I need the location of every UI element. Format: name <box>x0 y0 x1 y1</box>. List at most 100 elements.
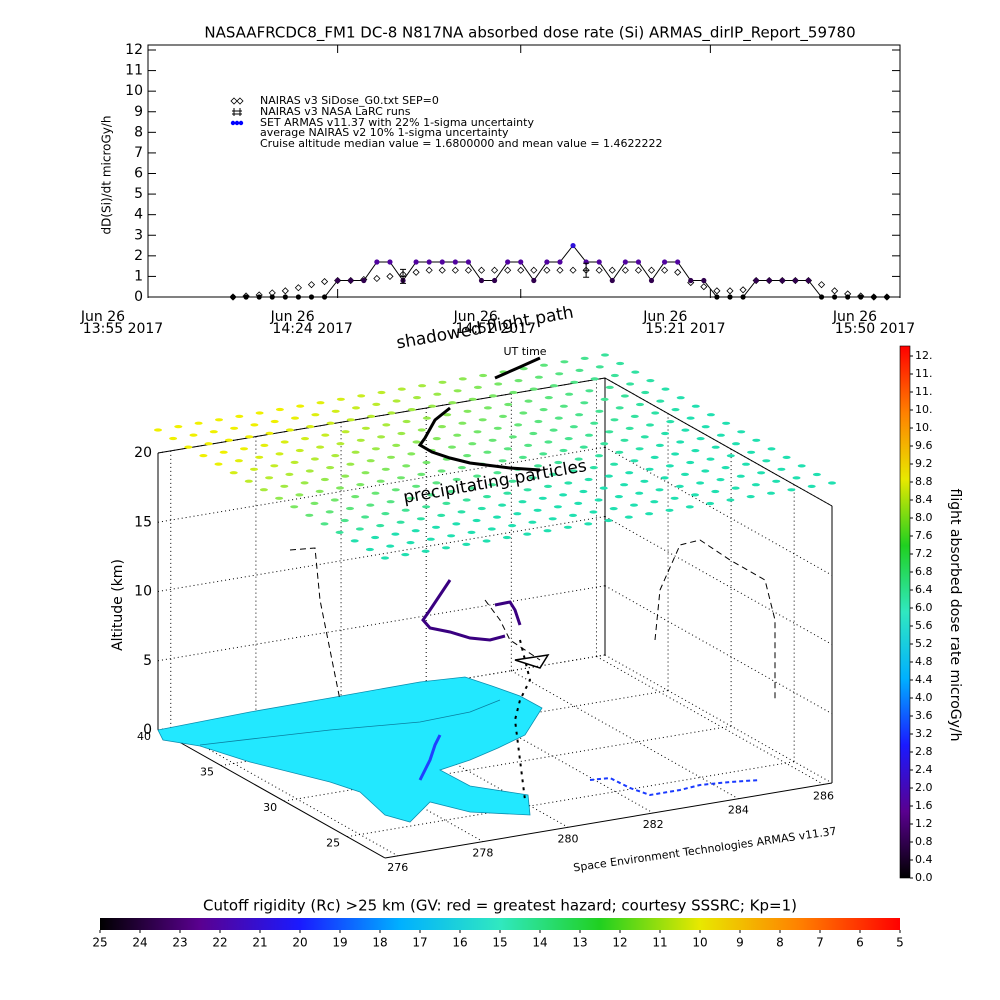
colorbar-tick-label: 2.8 <box>915 745 933 758</box>
particle-marker <box>422 505 431 509</box>
particle-marker <box>301 437 309 441</box>
particle-marker <box>540 363 548 367</box>
particle-marker <box>275 452 284 456</box>
particle-marker <box>478 418 487 422</box>
diamond-marker <box>674 268 682 276</box>
particle-marker <box>508 524 517 528</box>
particle-marker <box>595 454 603 458</box>
particle-marker <box>280 484 289 488</box>
data-point <box>308 294 315 300</box>
data-point <box>335 277 341 284</box>
particle-marker <box>812 472 821 477</box>
particle-marker <box>609 507 618 511</box>
particle-marker <box>737 430 746 434</box>
particle-marker <box>539 452 548 456</box>
particle-marker <box>656 399 665 403</box>
particle-marker <box>620 438 629 442</box>
coast-track <box>589 776 761 797</box>
colorbar-tick-label: 11. <box>915 367 933 380</box>
particle-marker <box>555 372 564 376</box>
particle-marker <box>169 436 178 441</box>
particle-marker <box>357 394 366 398</box>
particle-marker <box>559 493 568 497</box>
particle-marker <box>585 433 593 437</box>
particle-marker <box>701 469 710 473</box>
diamond-marker <box>713 287 721 295</box>
border <box>199 699 501 746</box>
particle-marker <box>564 437 573 441</box>
colorbar-tick-label: 18 <box>372 936 387 950</box>
particle-marker <box>381 467 390 471</box>
particle-marker <box>691 493 699 497</box>
particle-marker <box>590 377 599 381</box>
lon-tick-label: 286 <box>813 789 834 802</box>
particle-marker <box>711 489 720 494</box>
diamond-marker <box>817 281 826 289</box>
particle-marker <box>418 384 427 388</box>
particle-marker <box>554 460 563 465</box>
colorbar-tick-label: 9 <box>736 936 744 950</box>
particle-marker <box>615 450 624 454</box>
colorbar-tick-label: 2.0 <box>915 781 933 794</box>
data-point <box>609 277 615 284</box>
particle-marker <box>275 496 284 500</box>
particle-marker <box>245 435 254 439</box>
colorbar-tick-label: 12. <box>915 349 933 362</box>
particle-marker <box>676 396 685 400</box>
data-point <box>269 294 275 300</box>
particle-marker <box>575 413 584 417</box>
particle-marker <box>406 541 415 545</box>
particle-marker <box>428 404 437 408</box>
particle-marker <box>626 382 635 386</box>
data-point <box>648 277 655 284</box>
colorbar-tick-label: 7.6 <box>915 529 933 542</box>
particle-marker <box>641 390 650 395</box>
particle-marker <box>614 495 623 499</box>
particle-marker <box>671 452 680 456</box>
particle-marker <box>670 496 679 500</box>
particle-marker <box>605 385 614 389</box>
data-point <box>727 294 733 300</box>
colorbar-label: Cutoff rigidity (Rc) >25 km (GV: red = g… <box>203 897 797 915</box>
particle-marker <box>580 401 589 405</box>
particle-marker <box>550 384 558 388</box>
particle-marker <box>514 379 523 383</box>
particle-marker <box>651 411 660 415</box>
particle-marker <box>356 438 365 442</box>
box-edge <box>604 377 833 507</box>
particle-marker <box>386 544 395 548</box>
particle-marker <box>376 524 385 528</box>
particle-marker <box>336 397 345 401</box>
colorbar-tick-label: 15 <box>492 936 507 950</box>
particle-marker <box>580 356 589 360</box>
particle-marker <box>295 493 304 497</box>
legend-symbol <box>238 120 244 126</box>
particle-marker <box>589 466 598 470</box>
particle-marker <box>453 433 462 437</box>
shadow-path <box>289 547 341 701</box>
plot-frame <box>147 44 901 298</box>
particle-marker <box>255 455 264 459</box>
particle-marker <box>340 518 349 523</box>
particle-marker <box>610 418 619 422</box>
particle-marker <box>462 542 471 547</box>
particle-marker <box>757 471 766 475</box>
particle-marker <box>401 553 410 557</box>
particle-marker <box>184 445 193 449</box>
particle-marker <box>330 498 339 502</box>
particle-marker <box>605 430 614 434</box>
particle-marker <box>584 477 593 482</box>
particle-marker <box>315 489 324 493</box>
particle-marker <box>406 496 415 500</box>
data-point <box>295 294 301 300</box>
particle-marker <box>381 556 389 560</box>
particle-marker <box>407 408 416 412</box>
particle-marker <box>762 459 771 463</box>
shadow-path <box>654 539 776 700</box>
flight-path <box>418 734 442 781</box>
x-tick-label: Jun 26 <box>642 309 687 325</box>
shadow-path <box>484 599 541 661</box>
diamond-marker <box>517 266 525 274</box>
particle-marker <box>570 380 579 384</box>
colorbar-tick-label: 6.0 <box>915 601 933 614</box>
